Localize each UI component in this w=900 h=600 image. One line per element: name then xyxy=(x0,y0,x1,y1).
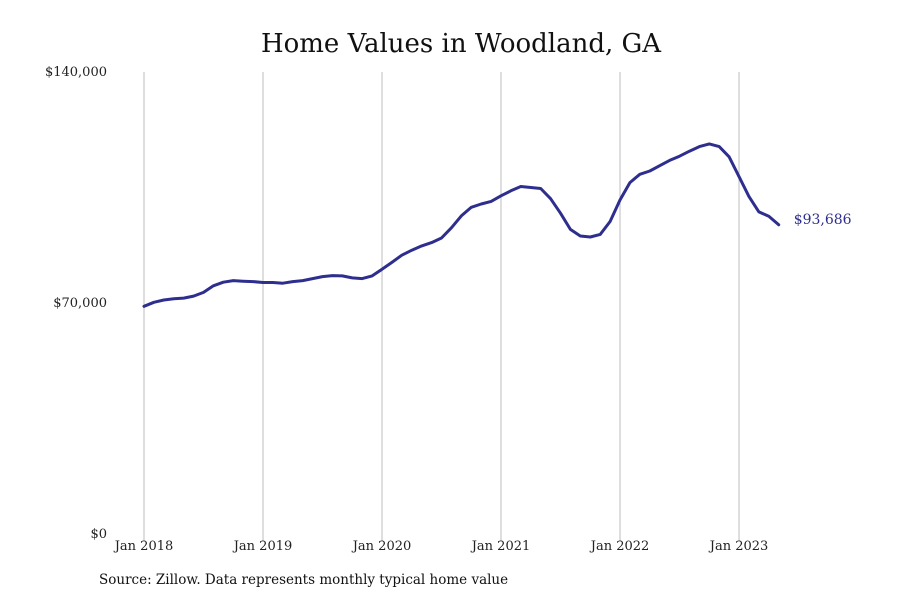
x-tick-label: Jan 2019 xyxy=(232,539,293,554)
source-note: Source: Zillow. Data represents monthly … xyxy=(99,572,509,588)
end-value-label: $93,686 xyxy=(794,212,852,228)
chart-title: Home Values in Woodland, GA xyxy=(261,29,662,59)
series-layer: $93,686 xyxy=(142,142,852,308)
y-tick-label: $70,000 xyxy=(53,296,107,311)
y-tick-label: $140,000 xyxy=(45,65,107,80)
y-axis-ticks: $0 $70,000 $140,000 xyxy=(45,65,107,542)
x-tick-label: Jan 2022 xyxy=(589,539,650,554)
x-tick-label: Jan 2023 xyxy=(708,539,769,554)
x-axis-ticks: Jan 2018 Jan 2019 Jan 2020 Jan 2021 Jan 2022… xyxy=(113,539,769,554)
x-tick-label: Jan 2020 xyxy=(351,539,412,554)
series-line xyxy=(142,142,781,308)
x-tick-label: Jan 2018 xyxy=(113,539,174,554)
x-tick-label: Jan 2021 xyxy=(470,539,531,554)
grid-lines xyxy=(143,72,740,542)
y-tick-label: $0 xyxy=(90,527,107,542)
